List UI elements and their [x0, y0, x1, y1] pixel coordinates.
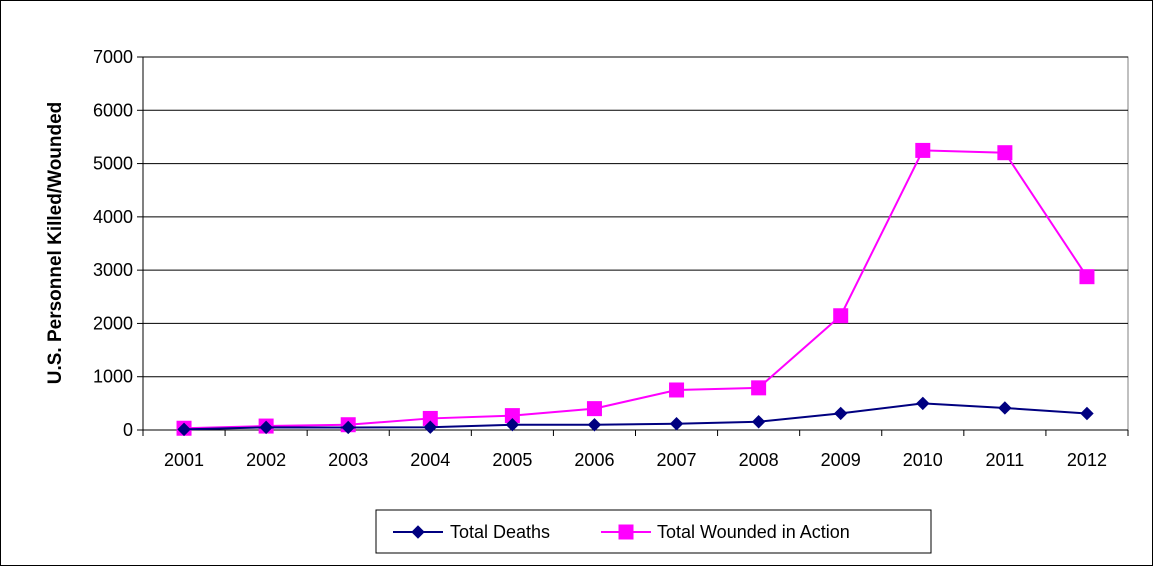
x-tick-label: 2006 [574, 450, 614, 470]
y-tick-label: 5000 [93, 154, 133, 174]
data-point-marker [833, 308, 849, 324]
x-tick-label: 2002 [246, 450, 286, 470]
legend-box [375, 509, 932, 554]
y-axis: 0 1000 2000 3000 4000 5000 6000 7000 [93, 47, 144, 440]
x-tick-label: 2004 [410, 450, 450, 470]
data-point-marker [998, 401, 1012, 415]
x-tick-label: 2010 [903, 450, 943, 470]
data-point-marker [916, 396, 930, 411]
y-tick-label: 4000 [93, 207, 133, 227]
data-point-marker [1080, 406, 1094, 421]
x-tick-label: 2005 [492, 450, 532, 470]
y-tick-label: 0 [123, 420, 133, 440]
series-total-wounded [176, 142, 1095, 436]
data-point-marker [586, 401, 602, 417]
data-point-marker [915, 142, 931, 158]
y-tick-label: 1000 [93, 367, 133, 387]
x-tick-label: 2007 [657, 450, 697, 470]
x-tick-label: 2003 [328, 450, 368, 470]
data-point-marker [1079, 269, 1095, 285]
x-tick-label: 2009 [821, 450, 861, 470]
x-tick-label: 2011 [986, 450, 1025, 470]
series-line [184, 402, 1088, 431]
y-tick-label: 7000 [93, 47, 133, 67]
series-line [184, 149, 1088, 430]
data-point-marker [834, 406, 848, 421]
data-point-marker [669, 417, 684, 431]
y-tick-label: 3000 [93, 260, 133, 280]
data-point-marker [751, 415, 766, 429]
legend-marker [411, 525, 425, 539]
data-point-marker [997, 145, 1013, 161]
data-point-marker [751, 380, 767, 396]
y-tick-label: 2000 [93, 313, 133, 333]
data-point-marker [669, 382, 685, 398]
legend-marker [618, 524, 634, 540]
y-tick-label: 6000 [93, 100, 133, 120]
data-point-marker [505, 418, 520, 432]
plot-background [142, 56, 1129, 431]
legend-label: Total Deaths [450, 522, 550, 542]
x-axis: 2001 2002 2003 2004 2005 2006 2007 2008 2009 2010… [142, 429, 1129, 470]
legend: Total Deaths Total Wounded in Action [375, 509, 932, 554]
data-point-marker [177, 422, 191, 437]
x-tick-label: 2001 [164, 450, 204, 470]
data-point-marker [259, 420, 273, 435]
series-total-deaths [177, 396, 1094, 437]
y-axis-title: U.S. Personnel Killed/Wounded [45, 102, 66, 385]
x-tick-label: 2012 [1067, 450, 1107, 470]
plot-area [142, 56, 1129, 431]
series-layer [176, 142, 1095, 437]
data-point-marker [341, 420, 355, 435]
data-point-marker [587, 418, 602, 432]
x-tick-label: 2008 [739, 450, 779, 470]
legend-label: Total Wounded in Action [657, 522, 850, 542]
data-point-marker [423, 420, 437, 434]
